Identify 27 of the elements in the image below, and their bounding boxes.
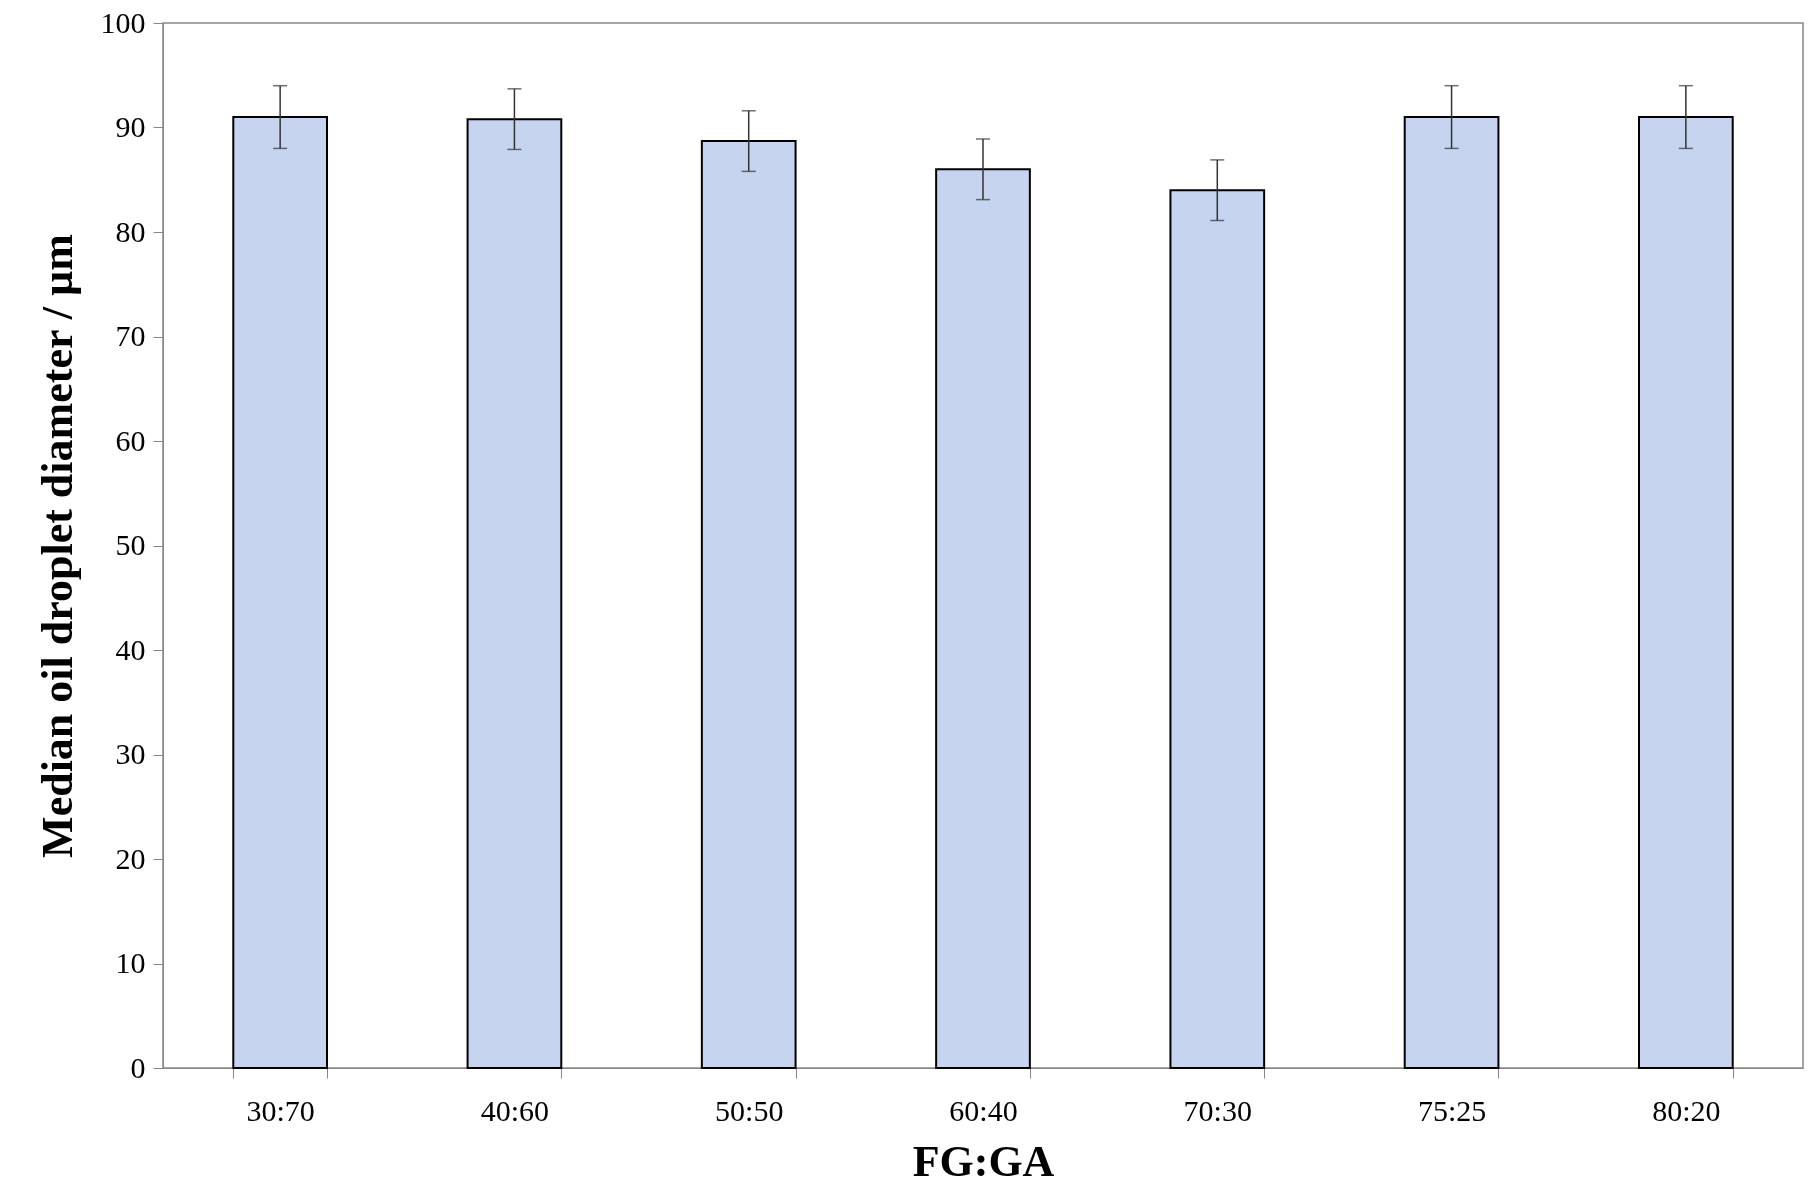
y-tick-label: 0 bbox=[130, 1050, 146, 1084]
y-axis-title: Median oil droplet diameter / µm bbox=[32, 234, 82, 858]
x-tick-label: 75:25 bbox=[1417, 1093, 1487, 1127]
x-axis-title: FG:GA bbox=[912, 1136, 1055, 1186]
y-tick-label: 100 bbox=[100, 5, 146, 39]
y-tick-label: 70 bbox=[115, 319, 146, 352]
bar bbox=[935, 168, 1031, 1069]
bar bbox=[466, 118, 563, 1069]
x-tick-label: 60:40 bbox=[949, 1093, 1018, 1127]
y-tick-label: 50 bbox=[115, 528, 146, 561]
bar bbox=[1638, 116, 1734, 1069]
y-tick-label: 10 bbox=[115, 946, 146, 979]
y-tick-label: 20 bbox=[115, 841, 146, 875]
bar bbox=[1169, 189, 1266, 1069]
x-tick-label: 30:70 bbox=[246, 1093, 315, 1127]
y-tick-label: 80 bbox=[115, 214, 146, 248]
x-tick-label: 70:30 bbox=[1183, 1093, 1252, 1127]
y-tick-label: 40 bbox=[115, 632, 146, 666]
y-tick-label: 90 bbox=[115, 110, 146, 143]
bar bbox=[1403, 116, 1500, 1069]
x-tick-label: 50:50 bbox=[715, 1093, 784, 1127]
bar bbox=[232, 116, 328, 1069]
y-tick-label: 30 bbox=[115, 737, 146, 770]
x-tick-label: 40:60 bbox=[480, 1093, 550, 1127]
x-tick-label: 80:20 bbox=[1652, 1093, 1721, 1127]
y-tick-label: 60 bbox=[115, 423, 146, 457]
bar bbox=[700, 140, 797, 1069]
